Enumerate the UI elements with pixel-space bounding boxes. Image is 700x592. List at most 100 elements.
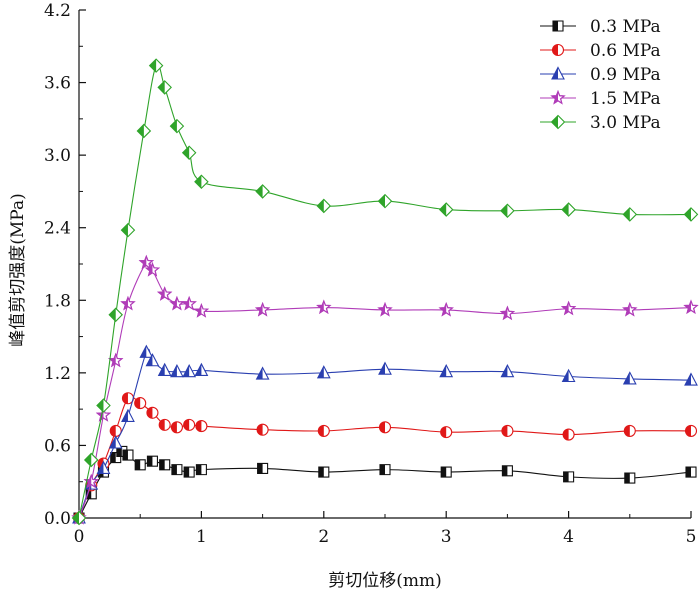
data-point [685, 466, 697, 478]
x-tick-label: 2 [318, 527, 329, 547]
data-point [683, 299, 699, 315]
data-point [194, 362, 209, 376]
y-tick-label: 1.2 [44, 364, 71, 384]
data-point [108, 307, 123, 323]
data-point [120, 222, 136, 238]
data-point [109, 424, 122, 437]
data-point [318, 466, 330, 478]
data-point [134, 397, 147, 410]
data-point [121, 408, 135, 422]
data-point [145, 353, 160, 367]
series-0 [73, 445, 697, 524]
data-point [624, 472, 636, 484]
series-line [78, 450, 692, 519]
data-point [83, 452, 99, 468]
data-point [684, 372, 698, 386]
data-point [563, 471, 575, 483]
data-point [170, 363, 184, 378]
data-point [377, 301, 393, 317]
data-point [122, 449, 134, 461]
data-point [193, 303, 210, 318]
data-point [257, 462, 269, 474]
data-point [440, 466, 452, 478]
data-point [170, 421, 183, 434]
legend-label: 1.5 MPa [590, 89, 661, 109]
y-tick-label: 1.8 [44, 291, 71, 311]
data-point [254, 301, 271, 317]
data-point [499, 305, 516, 321]
legend-marker [551, 66, 565, 80]
data-point [181, 145, 197, 160]
data-point [169, 295, 185, 311]
data-point [182, 363, 197, 378]
series-line [78, 260, 692, 519]
series-3 [71, 254, 699, 525]
y-tick-label: 3.6 [44, 74, 71, 94]
data-point [316, 198, 332, 214]
data-point [148, 58, 164, 73]
data-point [561, 202, 576, 217]
legend-item: 1.5 MPa [540, 89, 661, 109]
x-tick-label: 0 [74, 527, 85, 547]
data-point [146, 406, 159, 419]
data-point [379, 464, 391, 476]
data-point [683, 207, 699, 222]
y-axis-title: 峰值剪切强度(MPa) [8, 193, 28, 346]
data-point [157, 362, 172, 376]
data-point [194, 174, 209, 190]
x-tick-label: 1 [196, 527, 207, 547]
legend-item: 0.9 MPa [540, 65, 661, 85]
legend-label: 3.0 MPa [590, 113, 661, 133]
legend-item: 0.3 MPa [540, 17, 661, 37]
data-point [195, 464, 207, 476]
data-point [501, 424, 514, 437]
data-point [139, 344, 154, 358]
y-tick-label: 3.0 [44, 146, 71, 166]
series-layer [71, 58, 699, 526]
legend-label: 0.3 MPa [590, 17, 661, 37]
data-point [501, 465, 513, 477]
y-tick-label: 0.6 [44, 436, 71, 456]
data-point [439, 363, 454, 378]
axes: 0 1 2 3 4 5 0.0 0.6 1.2 1.8 2.4 3.0 3.6 4.2 [44, 1, 696, 547]
data-point [183, 418, 196, 431]
data-point [146, 455, 158, 467]
data-point [159, 459, 171, 471]
legend-marker [552, 20, 564, 32]
data-point [622, 207, 638, 222]
data-point [561, 368, 576, 383]
legend-item: 3.0 MPa [540, 113, 661, 133]
y-tick-label: 2.4 [44, 219, 71, 239]
data-point [255, 366, 270, 380]
data-point [562, 428, 575, 441]
data-point [622, 301, 638, 317]
data-point [684, 424, 698, 437]
x-axis-title: 剪切位移(mm) [328, 571, 442, 591]
data-point [158, 418, 171, 431]
data-point [378, 361, 392, 375]
series-line [78, 396, 692, 519]
data-point [438, 202, 454, 217]
legend-label: 0.6 MPa [590, 41, 661, 61]
data-point [195, 420, 208, 433]
data-point [440, 426, 453, 439]
data-point [171, 464, 183, 476]
data-point [138, 254, 154, 270]
data-point [256, 423, 269, 436]
data-point [438, 301, 454, 317]
x-tick-label: 4 [563, 527, 574, 547]
data-point [378, 421, 392, 434]
data-point [169, 118, 185, 134]
data-point [316, 365, 331, 379]
data-point [623, 424, 636, 437]
data-point [316, 299, 332, 315]
data-point [96, 398, 111, 413]
series-4 [71, 58, 699, 526]
data-point [108, 352, 124, 368]
y-tick-label: 4.2 [44, 1, 71, 21]
data-point [136, 123, 152, 139]
x-tick-label: 3 [441, 527, 452, 547]
data-point [157, 286, 173, 301]
series-1 [72, 392, 698, 524]
